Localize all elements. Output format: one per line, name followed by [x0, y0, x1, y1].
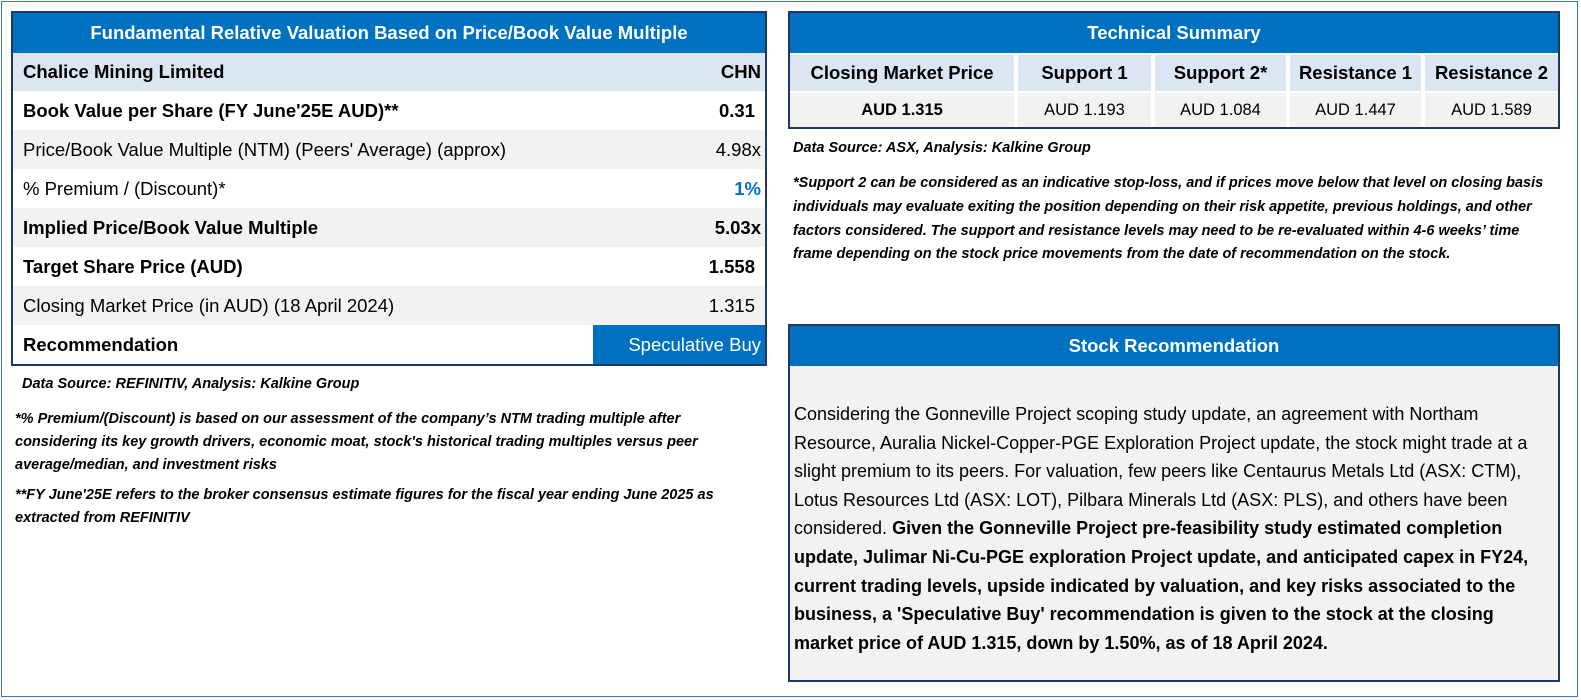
recommendation-label: Recommendation: [23, 333, 179, 355]
table-row: Price/Book Value Multiple (NTM) (Peers' …: [13, 130, 765, 169]
company-ticker: CHN: [720, 61, 761, 82]
valuation-title: Fundamental Relative Valuation Based on …: [13, 13, 765, 53]
row-value: 5.03x: [714, 216, 761, 238]
stock-recommendation-box: Stock Recommendation Considering the Gon…: [788, 324, 1560, 682]
technical-source: Data Source: ASX, Analysis: Kalkine Grou…: [793, 140, 1091, 156]
tech-header: Resistance 1: [1290, 55, 1421, 91]
tech-column-resistance1: Resistance 1 AUD 1.447: [1290, 55, 1421, 127]
row-label: Target Share Price (AUD): [23, 255, 243, 277]
tech-column-support1: Support 1 AUD 1.193: [1018, 55, 1151, 127]
stock-recommendation-text: Considering the Gonneville Project scopi…: [794, 400, 1550, 657]
table-row: Closing Market Price (in AUD) (18 April …: [13, 286, 765, 325]
tech-value: AUD 1.084: [1155, 93, 1286, 127]
table-row: % Premium / (Discount)* 1%: [13, 169, 765, 208]
premium-footnote: *% Premium/(Discount) is based on our as…: [15, 411, 698, 473]
support-footnote: *Support 2 can be considered as an indic…: [793, 175, 1544, 263]
tech-column-resistance2: Resistance 2 AUD 1.589: [1425, 55, 1558, 127]
recommendation-value: Speculative Buy: [593, 325, 765, 364]
fy-footnote: **FY June'25E refers to the broker conse…: [15, 487, 714, 526]
valuation-source: Data Source: REFINITIV, Analysis: Kalkin…: [22, 376, 360, 392]
tech-value: AUD 1.589: [1425, 93, 1558, 127]
row-label: Book Value per Share (FY June'25E AUD)**: [23, 99, 399, 121]
tech-header: Support 2*: [1155, 55, 1286, 91]
tech-value: AUD 1.315: [790, 93, 1014, 127]
row-label: Implied Price/Book Value Multiple: [23, 216, 319, 238]
valuation-table: Fundamental Relative Valuation Based on …: [11, 11, 767, 366]
table-row: Implied Price/Book Value Multiple 5.03x: [13, 208, 765, 247]
row-value: 1.315: [708, 294, 755, 316]
row-label: Closing Market Price (in AUD) (18 April …: [23, 294, 395, 316]
row-label: % Premium / (Discount)*: [23, 177, 226, 199]
recommendation-text-regular: Considering the Gonneville Project scopi…: [794, 404, 1528, 539]
tech-column-support2: Support 2* AUD 1.084: [1155, 55, 1286, 127]
stock-recommendation-title: Stock Recommendation: [790, 326, 1558, 366]
tech-header: Resistance 2: [1425, 55, 1558, 91]
row-value: 1%: [734, 177, 761, 199]
tech-header: Closing Market Price: [790, 55, 1014, 91]
row-value: 1.558: [708, 255, 755, 277]
table-row: Book Value per Share (FY June'25E AUD)**…: [13, 91, 765, 130]
technical-title: Technical Summary: [790, 13, 1558, 53]
recommendation-row: Recommendation Speculative Buy: [13, 325, 765, 364]
recommendation-text-bold: Given the Gonneville Project pre-feasibi…: [794, 518, 1529, 653]
company-name: Chalice Mining Limited: [23, 61, 225, 82]
tech-value: AUD 1.193: [1018, 93, 1151, 127]
company-row: Chalice Mining Limited CHN: [13, 53, 765, 91]
tech-header: Support 1: [1018, 55, 1151, 91]
table-row: Target Share Price (AUD) 1.558: [13, 247, 765, 286]
technical-summary-table: Technical Summary Closing Market Price A…: [788, 11, 1560, 129]
row-value: 4.98x: [715, 138, 761, 160]
tech-column-closing: Closing Market Price AUD 1.315: [790, 55, 1014, 127]
row-value: 0.31: [718, 99, 755, 121]
tech-value: AUD 1.447: [1290, 93, 1421, 127]
row-label: Price/Book Value Multiple (NTM) (Peers' …: [23, 138, 506, 160]
